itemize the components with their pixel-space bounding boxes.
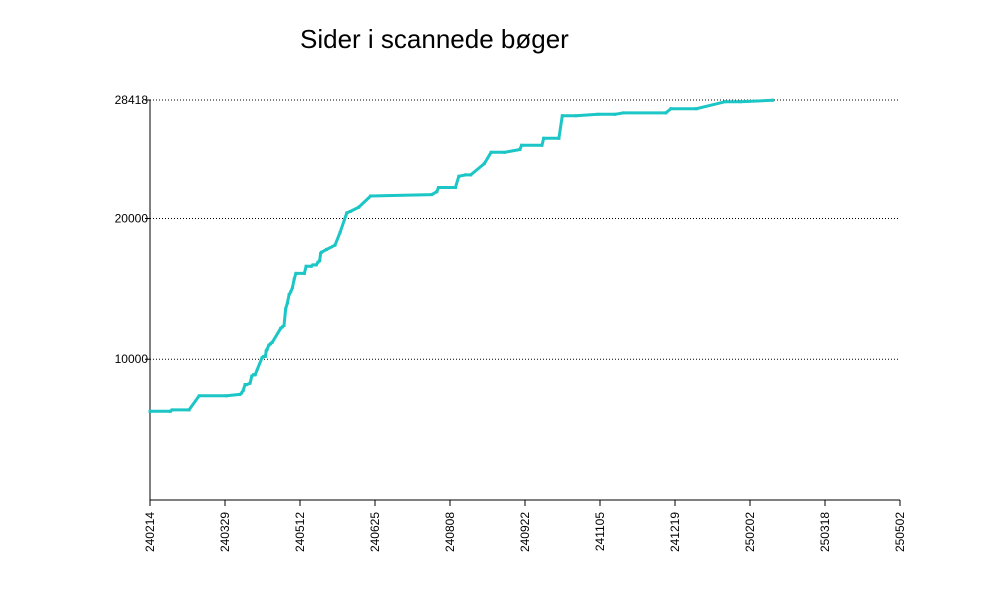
data-point xyxy=(243,383,247,387)
data-point xyxy=(613,112,617,116)
data-point xyxy=(520,143,524,147)
data-point xyxy=(345,211,349,215)
data-point xyxy=(252,373,256,377)
data-point xyxy=(253,373,257,377)
data-point xyxy=(245,383,249,387)
data-point xyxy=(540,143,544,147)
data-point xyxy=(248,381,252,385)
x-tick-label: 241105 xyxy=(593,512,607,551)
data-point xyxy=(289,290,293,294)
data-point xyxy=(262,354,266,358)
data-point xyxy=(319,250,323,254)
data-point xyxy=(268,342,272,346)
x-tick-label: 250202 xyxy=(743,512,757,552)
data-point xyxy=(292,277,296,281)
data-point xyxy=(324,247,328,251)
y-tick-label: 20000 xyxy=(115,211,149,225)
chart-title: Sider i scannede bøger xyxy=(300,24,569,54)
data-point xyxy=(542,136,546,140)
data-point xyxy=(314,263,318,267)
data-point xyxy=(503,150,507,154)
x-tick-label: 240214 xyxy=(143,512,157,552)
data-point xyxy=(311,263,315,267)
data-point xyxy=(148,409,152,413)
data-point xyxy=(560,114,564,118)
data-point xyxy=(436,186,440,190)
data-point xyxy=(464,173,468,177)
data-point xyxy=(738,100,742,104)
data-point xyxy=(287,292,291,296)
data-point xyxy=(168,409,172,413)
y-tick-label: 10000 xyxy=(115,352,149,366)
data-point xyxy=(240,391,244,395)
x-tick-label: 241219 xyxy=(668,512,682,552)
x-tick-label: 240625 xyxy=(368,512,382,552)
data-point xyxy=(270,340,274,344)
data-point xyxy=(279,326,283,330)
x-tick-label: 250502 xyxy=(893,512,907,552)
data-point xyxy=(518,148,522,152)
data-point xyxy=(469,173,473,177)
data-point xyxy=(318,259,322,263)
x-tick-label: 240329 xyxy=(218,512,232,552)
data-point xyxy=(369,194,373,198)
data-point xyxy=(284,307,288,311)
y-tick-label: 28418 xyxy=(115,93,149,107)
data-point xyxy=(771,98,775,102)
data-point xyxy=(291,285,295,289)
data-point xyxy=(482,162,486,166)
data-point xyxy=(669,107,673,111)
data-point xyxy=(348,209,352,213)
data-point xyxy=(267,343,271,347)
series-line xyxy=(150,98,773,413)
data-point xyxy=(316,260,320,264)
data-point xyxy=(574,114,578,118)
data-point xyxy=(302,271,306,275)
data-point xyxy=(265,347,269,351)
data-point xyxy=(304,264,308,268)
data-point xyxy=(621,111,625,115)
data-point xyxy=(241,388,245,392)
data-point xyxy=(664,111,668,115)
data-point xyxy=(435,190,439,194)
data-point xyxy=(430,193,434,197)
x-tick-label: 240808 xyxy=(443,512,457,552)
data-point xyxy=(197,394,201,398)
data-point xyxy=(453,186,457,190)
data-point xyxy=(224,394,228,398)
data-point xyxy=(260,356,264,360)
data-point xyxy=(489,150,493,154)
data-point xyxy=(238,392,242,396)
data-point xyxy=(309,264,313,268)
data-point xyxy=(557,136,561,140)
data-point xyxy=(333,243,337,247)
data-point xyxy=(596,112,600,116)
data-point xyxy=(694,107,698,111)
data-point xyxy=(723,100,727,104)
data-point xyxy=(250,374,254,378)
data-point xyxy=(263,354,267,358)
x-tick-label: 240512 xyxy=(293,512,307,552)
data-point xyxy=(285,301,289,305)
data-point xyxy=(338,231,342,235)
data-point xyxy=(294,271,298,275)
data-point xyxy=(282,323,286,327)
x-tick-label: 240922 xyxy=(518,512,532,552)
data-point xyxy=(187,408,191,412)
data-point xyxy=(280,325,284,329)
data-point xyxy=(457,174,461,178)
data-point xyxy=(170,408,174,412)
x-tick-label: 250318 xyxy=(818,512,832,552)
data-point xyxy=(445,186,449,190)
data-point xyxy=(357,205,361,209)
